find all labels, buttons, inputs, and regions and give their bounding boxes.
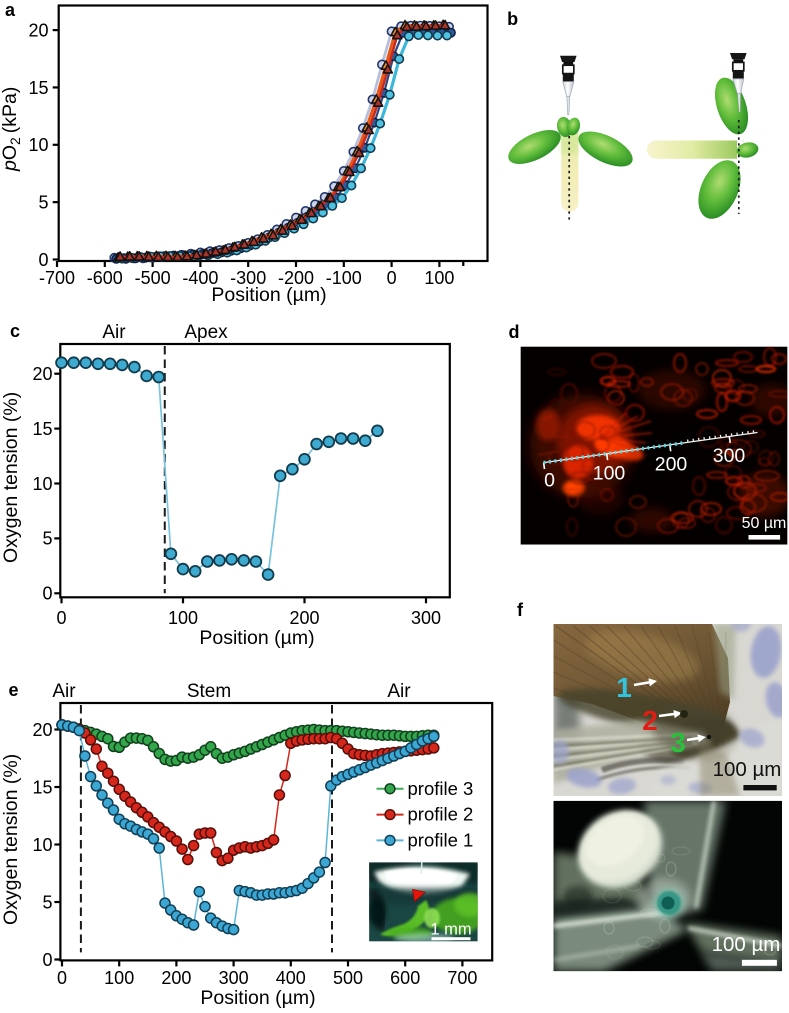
svg-text:profile 1: profile 1 [408,829,474,850]
svg-text:200: 200 [289,608,319,628]
svg-text:300: 300 [713,445,746,467]
svg-text:-500: -500 [135,268,171,288]
svg-text:100: 100 [593,462,626,484]
svg-text:5: 5 [42,892,52,912]
svg-text:50 µm: 50 µm [742,515,787,532]
svg-text:15: 15 [32,419,52,439]
svg-text:-700: -700 [39,268,75,288]
svg-text:b: b [507,9,518,29]
svg-text:f: f [517,600,524,620]
svg-text:20: 20 [28,20,48,40]
svg-text:0: 0 [56,608,66,628]
svg-text:Air: Air [52,681,76,702]
svg-text:a: a [5,0,16,20]
svg-text:10: 10 [32,474,52,494]
svg-text:d: d [509,322,520,342]
svg-text:0: 0 [42,950,52,970]
svg-text:Stem: Stem [187,681,231,702]
svg-text:5: 5 [42,529,52,549]
svg-text:-600: -600 [87,268,123,288]
svg-text:200: 200 [655,454,688,476]
svg-text:20: 20 [32,720,52,740]
svg-text:1: 1 [616,672,632,703]
svg-text:Oxygen tension (%): Oxygen tension (%) [0,754,22,925]
svg-text:Air: Air [102,322,126,343]
svg-text:profile 2: profile 2 [408,804,474,825]
svg-text:pO2 (kPa): pO2 (kPa) [0,87,23,172]
svg-text:300: 300 [219,968,249,988]
svg-text:100 µm: 100 µm [713,758,782,781]
svg-text:15: 15 [28,78,48,98]
svg-text:-300: -300 [230,268,266,288]
svg-text:3: 3 [670,727,686,758]
svg-text:Air: Air [387,681,411,702]
svg-text:1 mm: 1 mm [430,921,471,939]
svg-text:0: 0 [57,968,67,988]
svg-text:200: 200 [161,968,191,988]
svg-text:100: 100 [104,968,134,988]
svg-text:profile 3: profile 3 [408,778,474,799]
svg-text:20: 20 [32,364,52,384]
svg-text:0: 0 [544,470,555,492]
svg-text:-200: -200 [278,268,314,288]
svg-text:15: 15 [32,777,52,797]
svg-text:500: 500 [333,968,363,988]
svg-text:0: 0 [38,250,48,270]
svg-text:Position (µm): Position (µm) [200,987,315,1009]
svg-text:c: c [10,321,20,341]
svg-text:Oxygen tension (%): Oxygen tension (%) [0,392,22,563]
svg-text:700: 700 [447,968,477,988]
svg-text:10: 10 [32,835,52,855]
svg-text:600: 600 [390,968,420,988]
svg-text:Position (µm): Position (µm) [199,627,314,649]
svg-text:Position (µm): Position (µm) [211,284,326,306]
svg-text:e: e [8,680,18,700]
svg-text:100 µm: 100 µm [712,933,781,956]
svg-text:300: 300 [411,608,441,628]
svg-text:100: 100 [424,268,454,288]
svg-text:0: 0 [387,268,397,288]
svg-text:10: 10 [28,135,48,155]
svg-text:100: 100 [168,608,198,628]
svg-text:-100: -100 [326,268,362,288]
svg-text:0: 0 [42,584,52,604]
svg-text:5: 5 [38,192,48,212]
svg-text:400: 400 [276,968,306,988]
svg-text:2: 2 [642,705,658,736]
svg-text:Apex: Apex [184,322,228,343]
svg-text:-400: -400 [182,268,218,288]
